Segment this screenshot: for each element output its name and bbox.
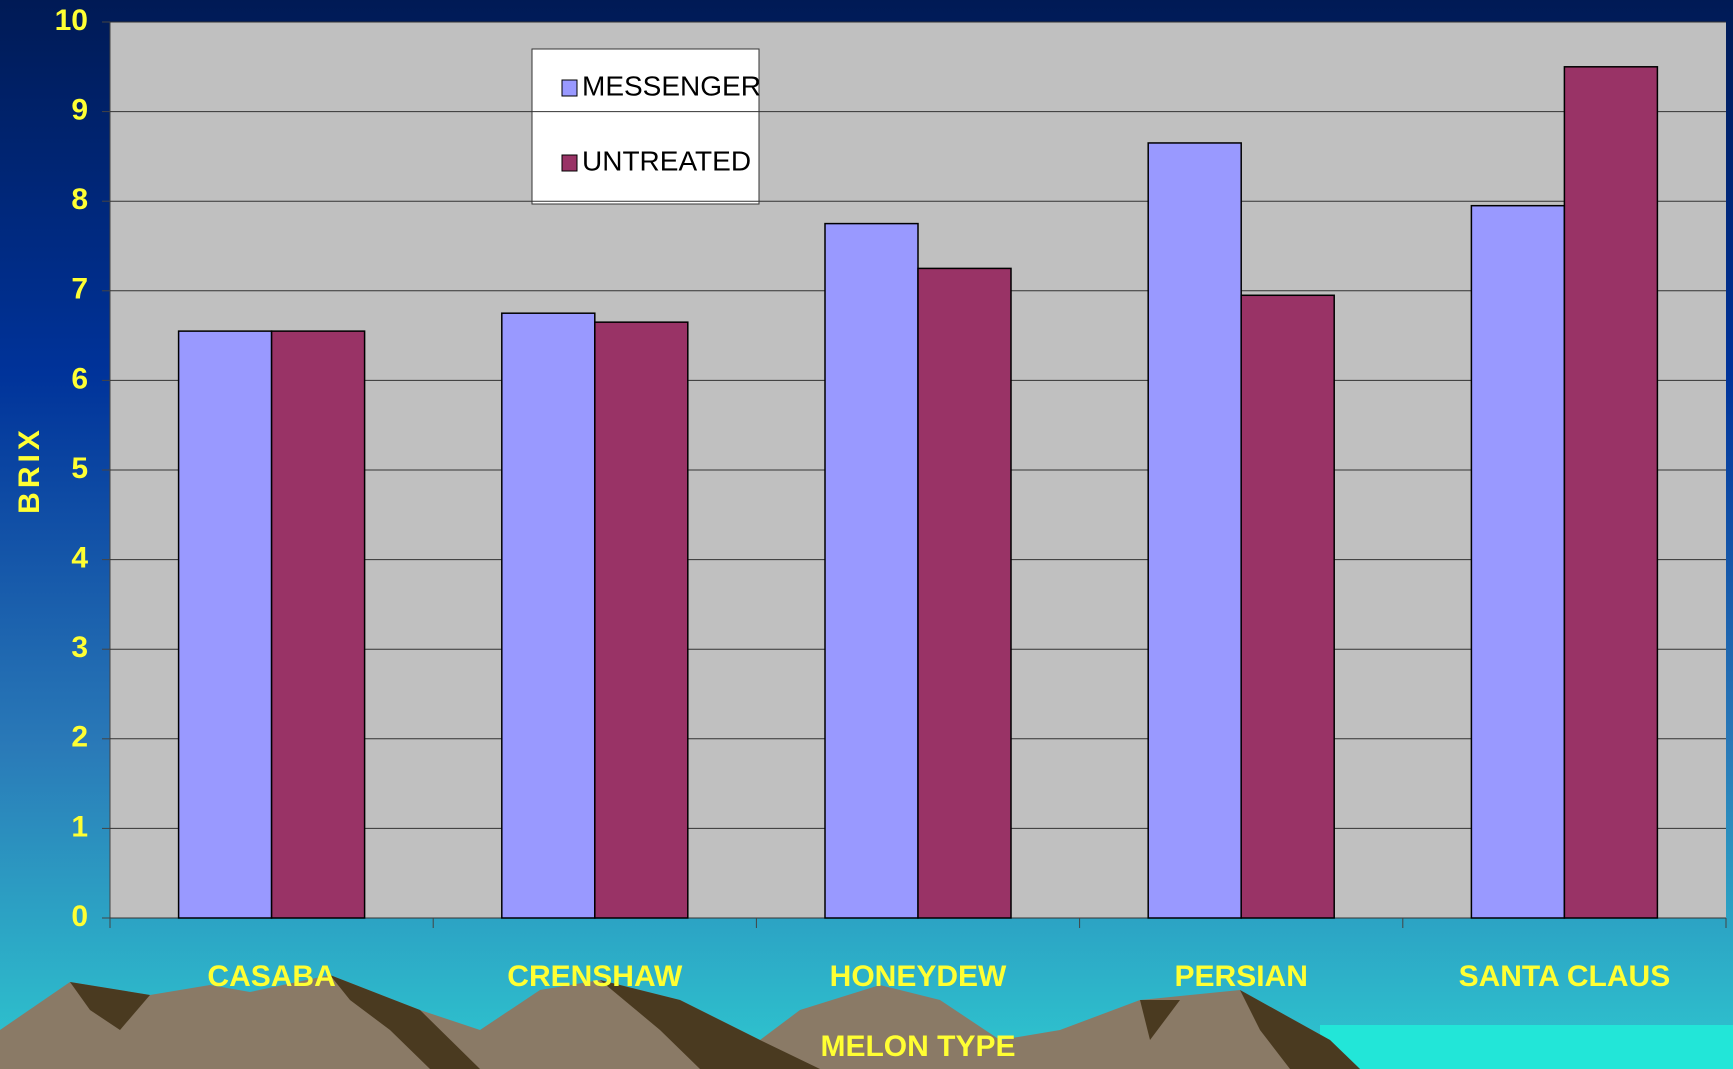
y-tick-label: 2 [71, 721, 88, 754]
legend-swatch [562, 80, 577, 96]
bar [1148, 143, 1241, 918]
y-axis-title: BRIX [13, 426, 46, 514]
y-tick-label: 3 [71, 631, 88, 664]
y-tick-label: 0 [71, 900, 88, 933]
bar [595, 322, 688, 918]
bar [918, 268, 1011, 918]
bar [1471, 206, 1564, 918]
legend-label: UNTREATED [582, 145, 751, 176]
y-tick-label: 1 [71, 810, 88, 843]
y-tick-label: 7 [71, 273, 88, 306]
legend-swatch [562, 155, 577, 171]
legend-label: MESSENGER [582, 70, 761, 101]
bar [825, 224, 918, 918]
bar [179, 331, 272, 918]
bar [502, 313, 595, 918]
y-tick-label: 10 [55, 4, 88, 37]
bar [1564, 67, 1657, 918]
x-tick-label: CRENSHAW [507, 960, 683, 993]
x-tick-label: HONEYDEW [830, 960, 1007, 993]
y-tick-label: 5 [71, 452, 88, 485]
x-tick-label: CASABA [207, 960, 335, 993]
x-tick-label: SANTA CLAUS [1459, 960, 1671, 993]
x-tick-label: PERSIAN [1175, 960, 1308, 993]
bar [1241, 295, 1334, 918]
x-axis-title: MELON TYPE [820, 1030, 1015, 1063]
y-tick-label: 4 [71, 542, 88, 575]
y-tick-label: 9 [71, 94, 88, 127]
y-tick-label: 6 [71, 362, 88, 395]
y-tick-label: 8 [71, 183, 88, 216]
background-band [1320, 1025, 1733, 1069]
chart: BRIX MELON TYPE 0 1 2 3 4 5 6 7 8 9 10 CASABA CRENSH… [0, 0, 1733, 1069]
bar [272, 331, 365, 918]
